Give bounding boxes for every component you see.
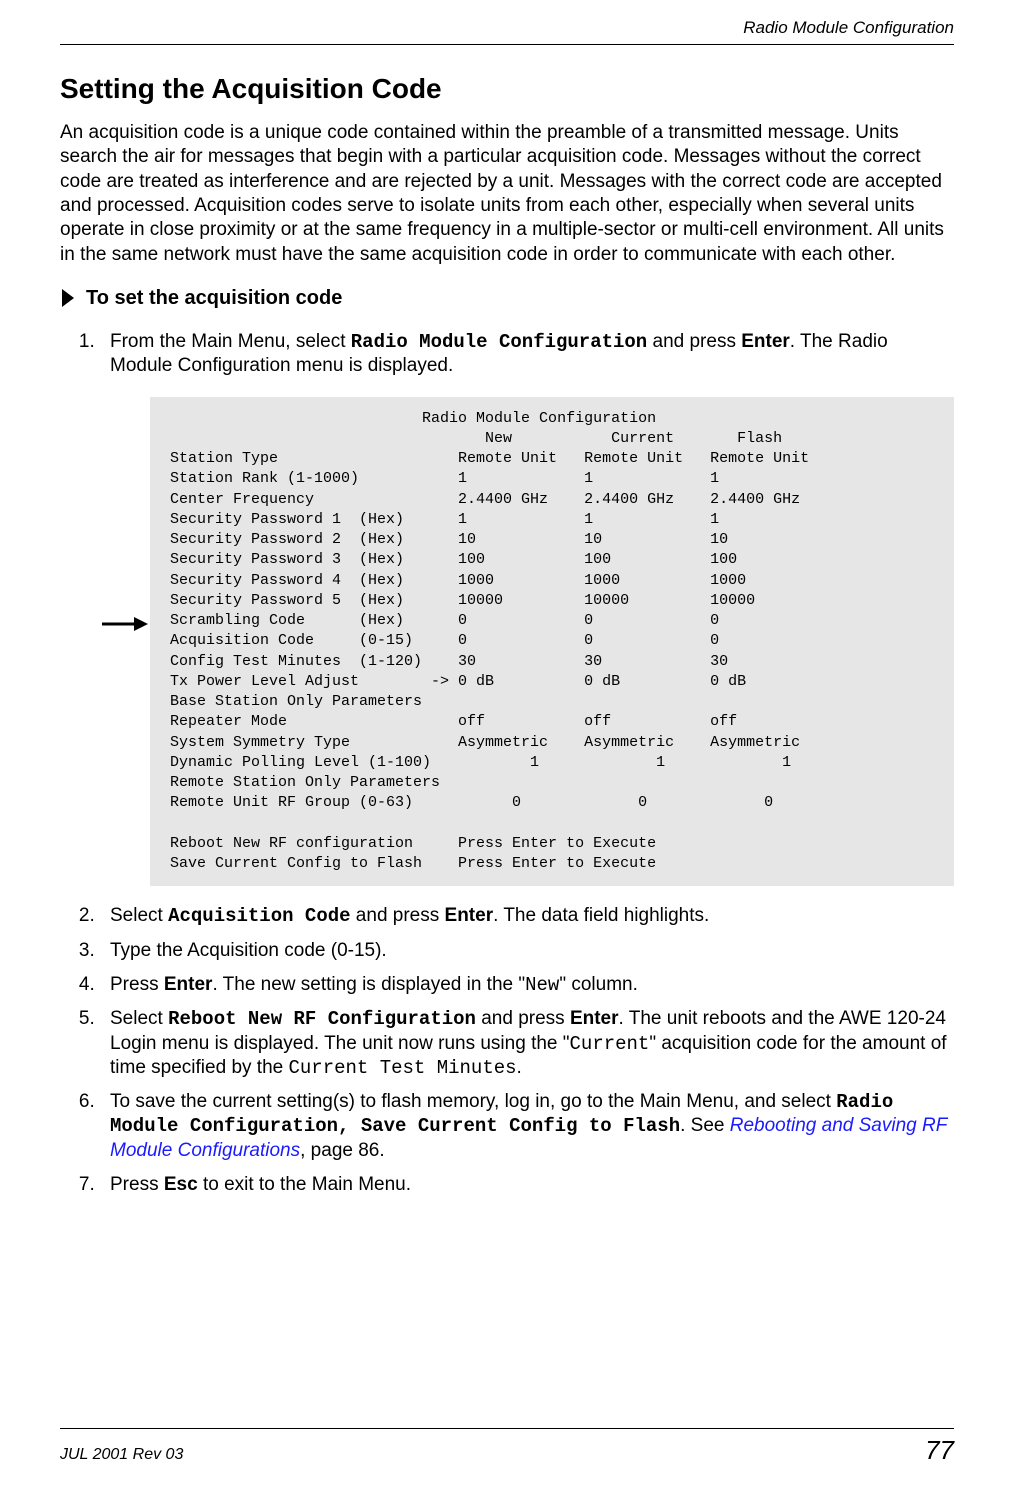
- key-enter: Enter: [164, 974, 213, 995]
- step-3: Type the Acquisition code (0-15).: [100, 939, 954, 963]
- procedure-heading: To set the acquisition code: [86, 287, 342, 310]
- page-number: 77: [925, 1435, 954, 1466]
- footer-rule: [60, 1428, 954, 1429]
- step-5: Select Reboot New RF Configuration and p…: [100, 1007, 954, 1080]
- section-title: Setting the Acquisition Code: [60, 73, 954, 105]
- key-enter: Enter: [741, 331, 790, 352]
- header-rule: [60, 44, 954, 45]
- step-2: Select Acquisition Code and press Enter.…: [100, 904, 954, 928]
- key-enter: Enter: [570, 1008, 619, 1029]
- procedure-steps: From the Main Menu, select Radio Module …: [60, 330, 954, 1198]
- field-name: Current Test Minutes: [288, 1057, 516, 1079]
- column-name: New: [525, 974, 559, 996]
- key-esc: Esc: [164, 1174, 198, 1195]
- header-section-label: Radio Module Configuration: [60, 18, 954, 44]
- procedure-pointer-icon: [60, 287, 78, 309]
- page-footer: JUL 2001 Rev 03 77: [60, 1428, 954, 1466]
- menu-path: Radio Module Configuration: [351, 331, 647, 353]
- step-4: Press Enter. The new setting is displaye…: [100, 973, 954, 997]
- terminal-output: Radio Module Configuration New Current F…: [150, 397, 954, 887]
- footer-revision: JUL 2001 Rev 03: [60, 1446, 183, 1464]
- intro-paragraph: An acquisition code is a unique code con…: [60, 121, 954, 267]
- step-6: To save the current setting(s) to flash …: [100, 1090, 954, 1163]
- key-enter: Enter: [445, 905, 494, 926]
- field-name: Acquisition Code: [168, 905, 350, 927]
- menu-command: Reboot New RF Configuration: [168, 1008, 476, 1030]
- step-1: From the Main Menu, select Radio Module …: [100, 330, 954, 886]
- row-pointer-arrow-icon: [102, 615, 148, 639]
- step-7: Press Esc to exit to the Main Menu.: [100, 1173, 954, 1197]
- column-name: Current: [570, 1033, 650, 1055]
